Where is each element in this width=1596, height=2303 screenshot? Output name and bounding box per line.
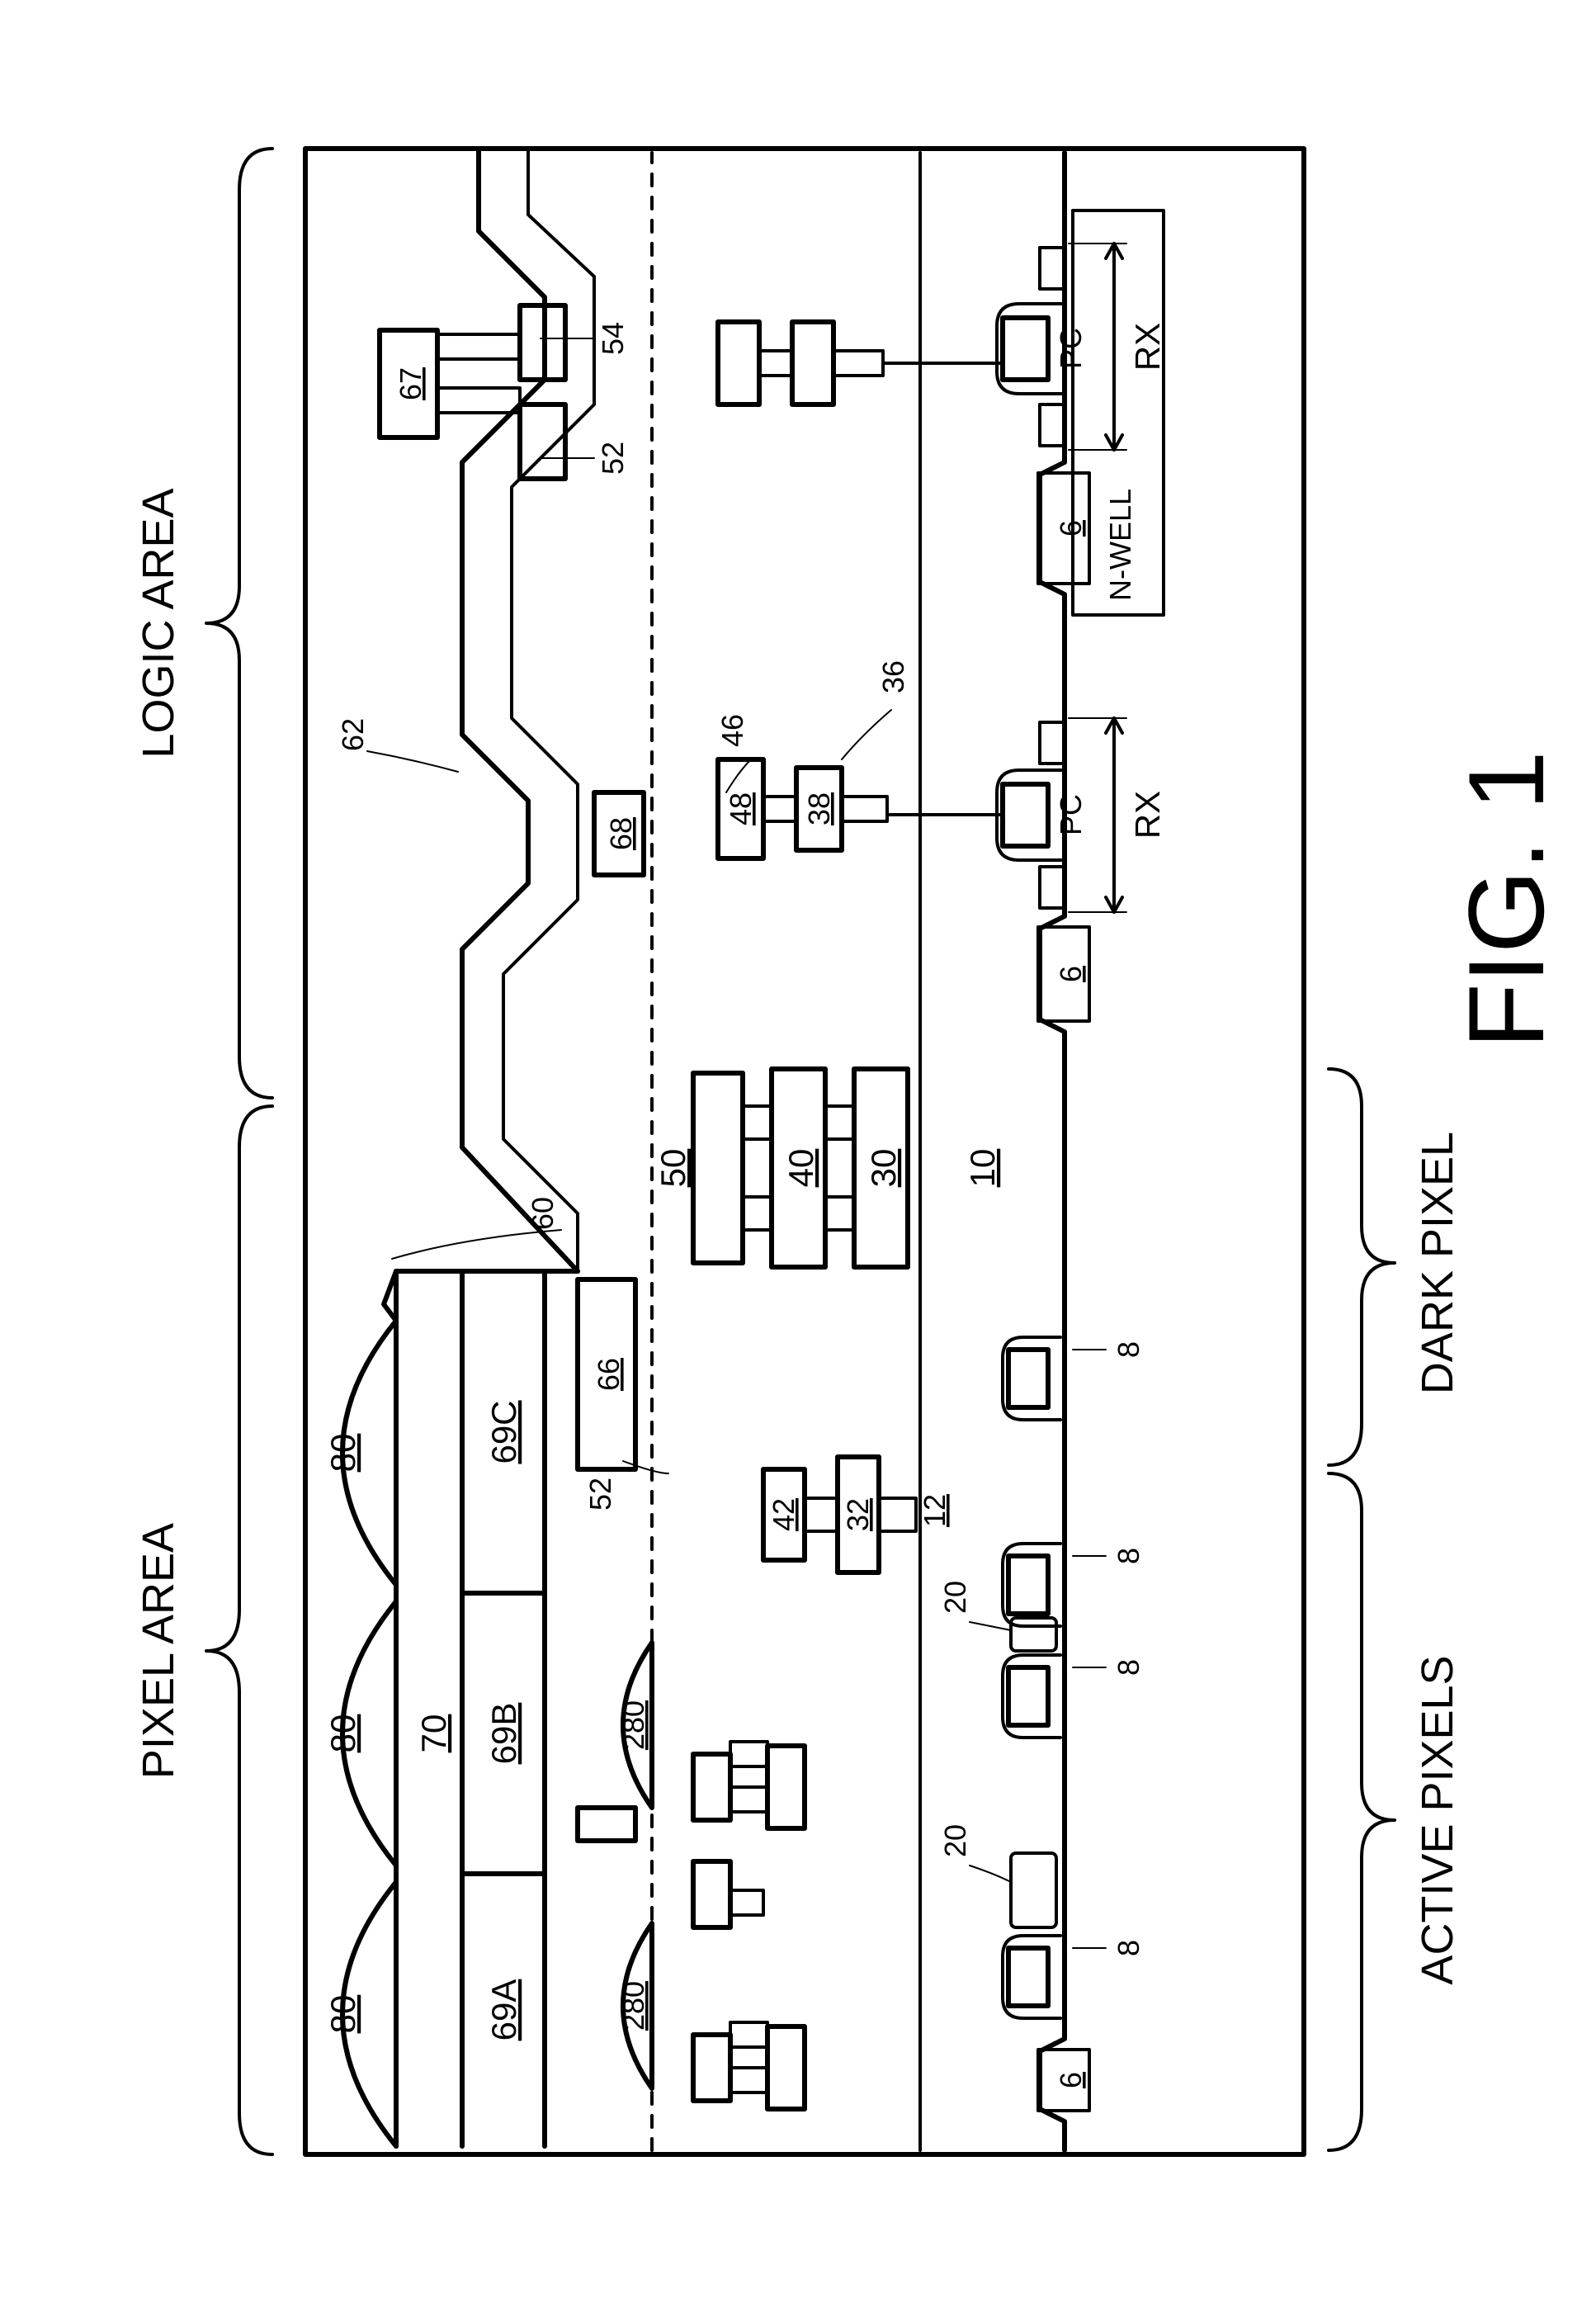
ref-52-b: 52 xyxy=(596,442,630,475)
pd-20-a xyxy=(1011,1853,1056,1927)
metal-upper-50 xyxy=(693,1073,743,1263)
figure-caption: FIG. 1 xyxy=(1446,750,1566,1048)
leader-20a xyxy=(970,1866,1011,1882)
ref-69c: 69C xyxy=(484,1400,523,1464)
leader-60 xyxy=(392,1230,561,1259)
ref-42: 42 xyxy=(767,1498,800,1531)
logic-xtor-right xyxy=(883,248,1065,446)
labels: PIXEL AREA LOGIC AREA ACTIVE PIXELS DARK… xyxy=(134,322,1566,2088)
passivation-inner xyxy=(503,149,594,1271)
ref-38: 38 xyxy=(802,792,836,825)
brace-logic-area xyxy=(206,149,272,1098)
ref-67: 67 xyxy=(394,367,427,400)
ref-280-b: 280 xyxy=(616,1700,650,1750)
post-left-66 xyxy=(578,1808,635,1841)
ref-8-c: 8 xyxy=(1112,1548,1145,1564)
label-logic-area: LOGIC AREA xyxy=(134,488,183,758)
ref-rx-2: RX xyxy=(1128,323,1167,371)
label-active-pixels: ACTIVE PIXELS xyxy=(1413,1655,1462,1984)
gate-8-1 xyxy=(1003,1936,1060,2018)
ref-60: 60 xyxy=(526,1197,560,1230)
leader-62 xyxy=(367,751,458,772)
figure-1: PIXEL AREA LOGIC AREA ACTIVE PIXELS DARK… xyxy=(0,0,1596,2303)
ref-46: 46 xyxy=(715,714,749,747)
pd-20-b xyxy=(1011,1618,1056,1651)
ref-280-a: 280 xyxy=(616,1981,650,2031)
ref-30: 30 xyxy=(864,1149,903,1188)
ref-36: 36 xyxy=(876,660,910,693)
gate-8-3 xyxy=(1003,1544,1060,1626)
ref-10: 10 xyxy=(963,1149,1002,1188)
ref-pc-1: PC xyxy=(1054,794,1088,835)
ref-80-b: 80 xyxy=(323,1714,362,1753)
ref-6-b: 6 xyxy=(1054,966,1088,982)
ref-48: 48 xyxy=(724,792,758,825)
ref-54: 54 xyxy=(596,322,630,355)
ref-pc-2: PC xyxy=(1054,328,1088,369)
substrate-surface xyxy=(1040,153,1065,2150)
ref-8-a: 8 xyxy=(1112,1940,1145,1956)
ref-69a: 69A xyxy=(484,1979,523,2041)
ref-80-a: 80 xyxy=(323,1995,362,2034)
ref-nwell: N-WELL xyxy=(1103,489,1137,601)
ref-20-a: 20 xyxy=(938,1824,972,1857)
gate-8-2 xyxy=(1003,1655,1060,1738)
ref-40: 40 xyxy=(781,1149,820,1188)
brace-pixel-area xyxy=(206,1106,272,2154)
leader-20b xyxy=(970,1622,1011,1630)
leader-46 xyxy=(726,759,751,792)
brace-active-pixels xyxy=(1329,1473,1395,2150)
label-dark-pixel: DARK PIXEL xyxy=(1413,1132,1462,1394)
ref-20-b: 20 xyxy=(938,1581,972,1614)
brace-dark-pixel xyxy=(1329,1069,1395,1465)
ref-6-c: 6 xyxy=(1054,520,1088,537)
ref-68: 68 xyxy=(604,817,638,850)
ref-6-a: 6 xyxy=(1054,2072,1088,2088)
ref-8-b: 8 xyxy=(1112,1659,1145,1676)
ref-62: 62 xyxy=(336,718,370,751)
gate-8-4 xyxy=(1003,1337,1060,1420)
label-pixel-area: PIXEL AREA xyxy=(134,1523,183,1779)
ref-12: 12 xyxy=(918,1494,951,1527)
ref-66: 66 xyxy=(592,1358,626,1391)
ref-8-d: 8 xyxy=(1112,1341,1145,1358)
logic-xtor-left xyxy=(887,722,1065,908)
leader-36 xyxy=(842,710,891,759)
ref-52-a: 52 xyxy=(583,1478,617,1511)
ref-50: 50 xyxy=(654,1149,692,1188)
ref-80-c: 80 xyxy=(323,1434,362,1473)
ref-32: 32 xyxy=(841,1498,875,1531)
ref-69b: 69B xyxy=(484,1703,523,1765)
ref-rx-1: RX xyxy=(1128,791,1167,839)
ref-70: 70 xyxy=(414,1714,453,1753)
